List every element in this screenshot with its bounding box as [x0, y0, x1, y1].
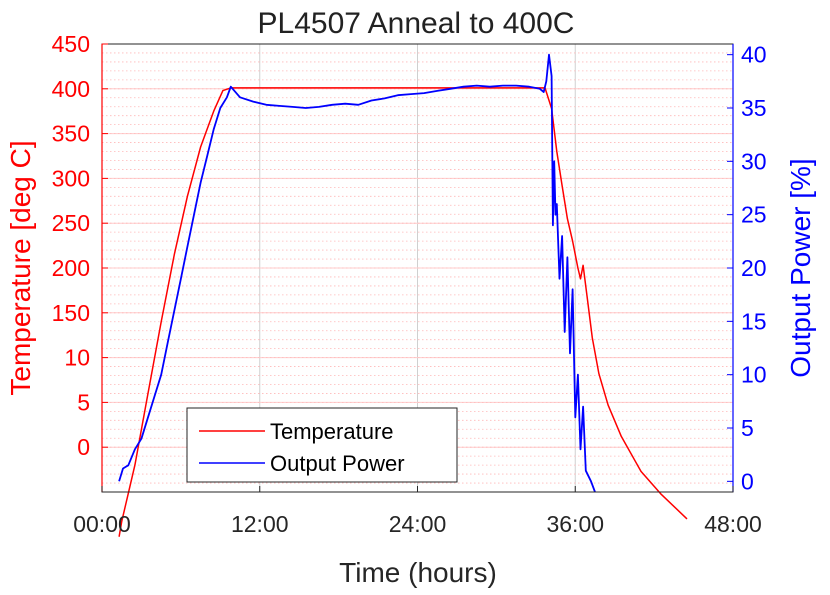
legend: Temperature Output Power [186, 407, 458, 483]
left-tick-label: 250 [52, 210, 90, 236]
chart-title: PL4507 Anneal to 400C [258, 7, 575, 40]
left-tick-label: 10 [64, 345, 90, 371]
x-tick-label: 48:00 [704, 511, 762, 537]
right-tick-label: 5 [741, 415, 754, 441]
left-tick-label: 150 [52, 300, 90, 326]
right-tick-label: 25 [741, 202, 767, 228]
right-tick-label: 20 [741, 255, 767, 281]
x-tick-label: 36:00 [546, 511, 604, 537]
left-tick-label: 300 [52, 165, 90, 191]
right-tick-label: 40 [741, 42, 767, 68]
x-tick-label: 00:00 [73, 511, 131, 537]
right-axis-label: Output Power [%] [785, 158, 816, 377]
left-tick-label: 400 [52, 76, 90, 102]
series-line-output-power [118, 53, 596, 493]
right-tick-label: 30 [741, 148, 767, 174]
left-tick-label: 5 [77, 389, 90, 415]
right-tick-label: 0 [741, 468, 754, 494]
x-tick-label: 24:00 [389, 511, 447, 537]
right-tick-label: 35 [741, 95, 767, 121]
series-layer [118, 53, 688, 537]
left-axis-label: Temperature [deg C] [5, 140, 36, 395]
left-tick-label: 350 [52, 121, 90, 147]
left-tick-label: 450 [52, 31, 90, 57]
legend-label-temperature: Temperature [270, 419, 394, 444]
series-line-temperature [118, 87, 688, 537]
right-tick-label: 10 [741, 362, 767, 388]
legend-box [186, 407, 458, 483]
legend-label-output-power: Output Power [270, 451, 405, 476]
left-tick-label: 0 [77, 434, 90, 460]
ticks-layer: 00:00 12:00 24:00 36:00 48:00051015020025030… [52, 31, 767, 537]
right-tick-label: 15 [741, 308, 767, 334]
left-tick-label: 200 [52, 255, 90, 281]
x-tick-label: 12:00 [231, 511, 289, 537]
x-axis-label: Time (hours) [339, 557, 497, 588]
